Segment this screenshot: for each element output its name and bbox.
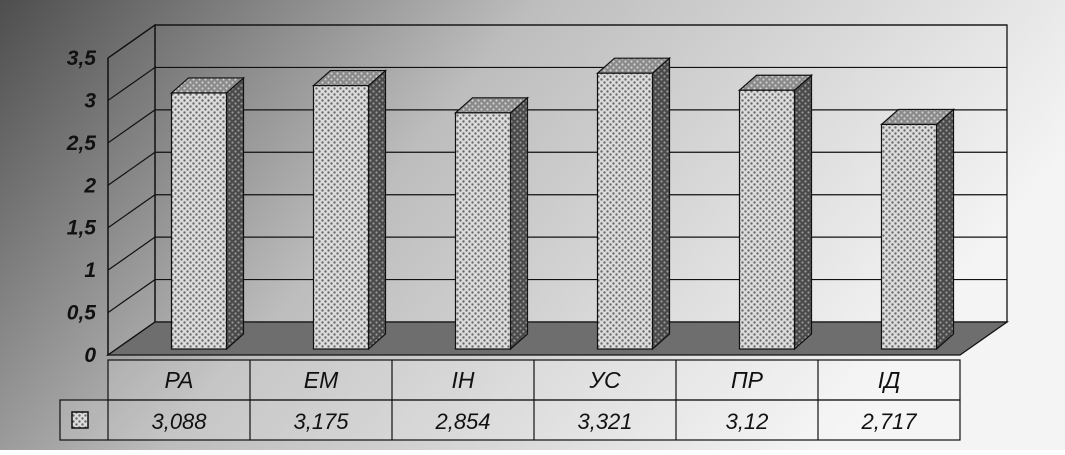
category-label: ІН [452, 367, 475, 393]
bar [169, 76, 246, 351]
y-tick-label: 3,5 [67, 47, 97, 70]
category-label: РА [165, 367, 194, 393]
data-label: 2,854 [434, 409, 490, 434]
bar-front [170, 92, 228, 350]
bar-side [225, 76, 245, 351]
bar-front [596, 72, 654, 350]
data-label: 3,12 [726, 409, 769, 434]
data-label: 3,088 [151, 409, 207, 434]
gridline [107, 194, 1007, 229]
y-tick-label: 1,5 [67, 217, 97, 240]
bar-side [793, 73, 813, 351]
bar [595, 56, 672, 351]
category-label: УС [588, 367, 621, 393]
table-value-row [59, 399, 961, 441]
bar-side [509, 96, 529, 351]
bar-side [367, 69, 387, 351]
bar-front [738, 89, 796, 350]
bar [453, 96, 530, 351]
bar-front [312, 84, 370, 350]
y-tick-label: 2 [83, 174, 96, 197]
bar [311, 69, 388, 351]
bar-side [935, 108, 955, 351]
data-label: 2,717 [860, 409, 917, 434]
bar-side [651, 56, 671, 351]
category-label: ПР [731, 367, 764, 393]
gridline [107, 236, 1007, 271]
bar-front [880, 123, 938, 350]
bar [737, 73, 814, 351]
y-tick-label: 0 [84, 344, 96, 367]
bar [879, 108, 956, 351]
data-label: 3,321 [577, 409, 632, 434]
y-tick-label: 0,5 [67, 302, 97, 325]
gridline [107, 66, 1007, 101]
data-label: 3,175 [293, 409, 349, 434]
gridline [107, 278, 1007, 314]
bar-front [454, 112, 512, 350]
category-label: ІД [878, 367, 901, 393]
y-tick-label: 1 [84, 259, 96, 282]
legend-key [71, 411, 89, 429]
y-tick-label: 2,5 [66, 132, 97, 155]
gridline [107, 151, 1007, 186]
category-label: ЕМ [304, 367, 339, 393]
gridline [107, 109, 1007, 144]
y-tick-label: 3 [84, 89, 96, 112]
gridline [107, 24, 1007, 59]
